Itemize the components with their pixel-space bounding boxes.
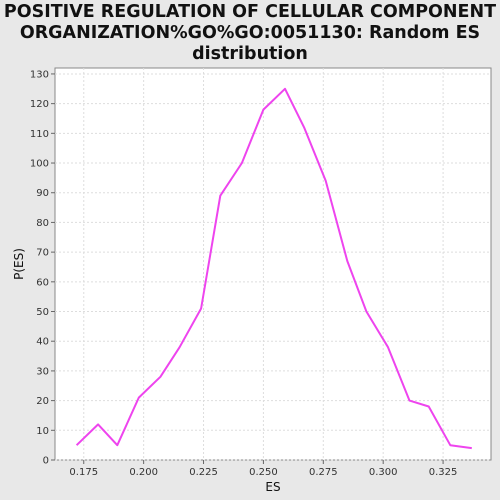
x-tick-label: 0.225 (189, 467, 218, 478)
y-tick-label: 20 (36, 396, 49, 407)
y-tick-label: 30 (36, 366, 49, 377)
series-line (75, 87, 472, 450)
y-tick-label: 130 (30, 69, 49, 80)
series-layer (75, 87, 472, 450)
y-tick-label: 10 (36, 426, 49, 437)
y-tick-label: 0 (43, 456, 49, 467)
plot-area (54, 67, 492, 461)
tick-layer: 0 10 20 30 40 50 60 70 80 90 100 110 120 130 0.175 0.20… (30, 69, 458, 478)
chart-title-line-3: distribution (192, 44, 308, 64)
y-tick-label: 80 (36, 218, 49, 229)
x-tick-label: 0.325 (429, 467, 458, 478)
chart-title-line-1: POSITIVE REGULATION OF CELLULAR COMPONEN… (3, 2, 497, 22)
y-tick-label: 100 (30, 159, 49, 170)
chart-title-line-2: ORGANIZATION%GO%GO:0051130: Random ES (19, 23, 481, 43)
y-tick-label: 120 (30, 99, 49, 110)
grid-layer (55, 68, 491, 461)
y-tick-label: 90 (36, 188, 49, 199)
y-tick-label: 70 (36, 248, 49, 259)
y-tick-label: 110 (30, 129, 49, 140)
y-tick-label: 40 (36, 337, 49, 348)
x-tick-label: 0.300 (369, 467, 398, 478)
x-tick-label: 0.250 (249, 467, 278, 478)
x-axis-label: ES (265, 480, 280, 494)
x-tick-label: 0.275 (309, 467, 338, 478)
y-tick-label: 60 (36, 277, 49, 288)
y-tick-label: 50 (36, 307, 49, 318)
x-tick-label: 0.200 (129, 467, 158, 478)
x-tick-label: 0.175 (69, 467, 98, 478)
chart-title: POSITIVE REGULATION OF CELLULAR COMPONEN… (0, 2, 500, 65)
y-axis-label: P(ES) (12, 248, 26, 280)
